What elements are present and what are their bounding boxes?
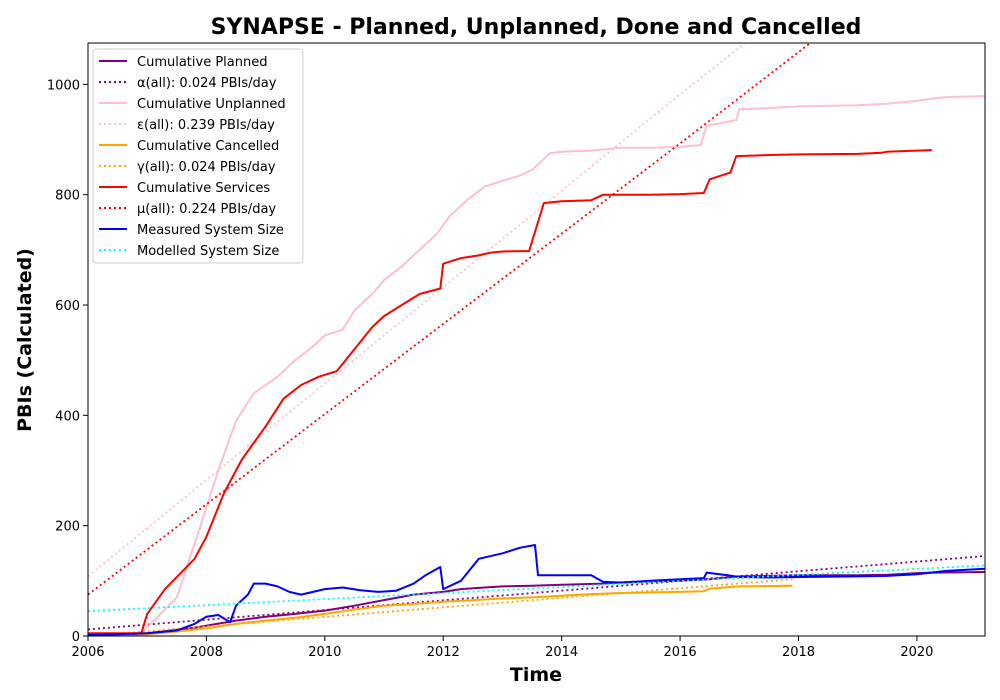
series-line-4 (88, 584, 793, 636)
y-axis: 0 200 400 600 800 1000 (47, 78, 88, 645)
y-tick-label-0: 0 (72, 630, 80, 645)
plot-frame (87, 42, 986, 637)
series-layer (88, 43, 985, 636)
legend-label-9: Modelled System Size (137, 244, 279, 259)
x-tick-label-3: 2012 (427, 645, 460, 660)
legend-label-0: Cumulative Planned (137, 55, 267, 70)
legend-label-5: γ(all): 0.024 PBIs/day (137, 160, 276, 175)
chart-title: SYNAPSE - Planned, Unplanned, Done and C… (211, 15, 862, 40)
legend: Cumulative Planned α(all): 0.024 PBIs/day… (92, 48, 304, 264)
series-line-2 (88, 95, 985, 636)
legend-label-8: Measured System Size (137, 223, 284, 238)
legend-label-3: ε(all): 0.239 PBIs/day (137, 118, 275, 133)
x-axis: 2006 2008 2010 2012 2014 2016 2018 2020 (71, 636, 933, 660)
series-line-7 (88, 43, 811, 596)
x-tick-label-0: 2006 (71, 645, 104, 660)
series-line-3 (88, 43, 746, 578)
x-axis-label: Time (510, 664, 562, 686)
x-tick-label-6: 2018 (782, 645, 815, 660)
x-tick-label-1: 2008 (190, 645, 223, 660)
series-line-8 (88, 544, 985, 636)
y-tick-label-3: 600 (55, 299, 80, 314)
y-tick-label-1: 200 (55, 520, 80, 535)
series-line-6 (88, 149, 932, 635)
legend-label-7: μ(all): 0.224 PBIs/day (137, 202, 276, 217)
y-tick-label-5: 1000 (47, 78, 80, 93)
legend-label-2: Cumulative Unplanned (137, 97, 286, 112)
legend-box (92, 48, 304, 264)
legend-label-6: Cumulative Services (137, 181, 270, 196)
x-tick-label-5: 2016 (664, 645, 697, 660)
y-tick-label-2: 400 (55, 409, 80, 424)
series-line-0 (88, 571, 985, 636)
y-tick-label-4: 800 (55, 189, 80, 204)
legend-label-1: α(all): 0.024 PBIs/day (137, 76, 277, 91)
y-axis-label: PBIs (Calculated) (14, 248, 36, 432)
x-tick-label-4: 2014 (545, 645, 578, 660)
x-tick-label-2: 2010 (308, 645, 341, 660)
x-tick-label-7: 2020 (900, 645, 933, 660)
legend-label-4: Cumulative Cancelled (137, 139, 279, 154)
